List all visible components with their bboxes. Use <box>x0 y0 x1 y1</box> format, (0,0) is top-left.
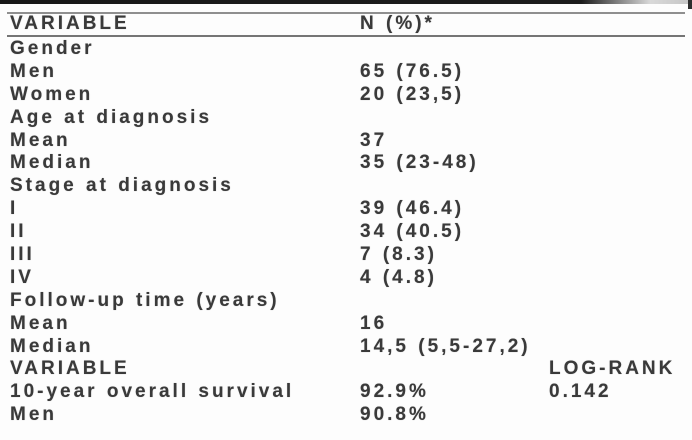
variable-cell: Mean <box>10 312 71 334</box>
table-row: Men 90.8% <box>0 404 692 427</box>
value-cell: 39 (46.4) <box>360 198 465 220</box>
table-header-row: VARIABLE N (%)* <box>0 13 692 35</box>
variable-cell: Stage at diagnosis <box>10 175 234 197</box>
table-row: Follow-up time (years) <box>0 290 692 313</box>
variable-cell: Median <box>10 335 94 357</box>
table-row: IV 4 (4.8) <box>0 267 692 290</box>
value-cell: 35 (23-48) <box>360 152 479 174</box>
value-cell: 7 (8.3) <box>360 244 437 266</box>
table-row: II 34 (40.5) <box>0 221 692 244</box>
value-cell: 16 <box>360 312 388 334</box>
variable-cell: Men <box>10 60 57 82</box>
value-cell: 34 (40.5) <box>360 221 465 243</box>
value-cell: 92.9% <box>360 381 429 403</box>
logrank-cell: LOG-RANK <box>549 358 676 380</box>
table-row: III 7 (8.3) <box>0 244 692 267</box>
table-row: Age at diagnosis <box>0 107 692 130</box>
table-row: Median 35 (23-48) <box>0 152 692 175</box>
variable-cell: Median <box>10 152 94 174</box>
value-cell: 20 (23,5) <box>360 83 465 105</box>
header-n-percent-label: N (%)* <box>360 13 435 34</box>
value-cell: 37 <box>360 129 388 151</box>
variable-cell: I <box>10 198 19 220</box>
variable-cell: Men <box>10 404 57 426</box>
table-row: 10-year overall survival 92.9% 0.142 <box>0 381 692 404</box>
value-cell: 90.8% <box>360 404 429 426</box>
value-cell: 65 (76.5) <box>360 60 465 82</box>
variable-cell: II <box>10 221 27 243</box>
table-row: Mean 37 <box>0 130 692 153</box>
variable-cell: III <box>10 244 35 266</box>
variable-cell: 10-year overall survival <box>10 381 295 403</box>
scan-top-edge-artifact <box>0 0 692 4</box>
variable-cell: IV <box>10 266 34 288</box>
table-row: Women 20 (23,5) <box>0 84 692 107</box>
table-row: Mean 16 <box>0 313 692 336</box>
table-row: Median 14,5 (5,5-27,2) <box>0 336 692 359</box>
variable-cell: VARIABLE <box>10 358 130 380</box>
scan-corner-artifact <box>688 0 692 9</box>
variable-cell: Age at diagnosis <box>10 106 213 128</box>
variable-cell: Women <box>10 83 94 105</box>
table-row: I 39 (46.4) <box>0 198 692 221</box>
value-cell: 4 (4.8) <box>360 266 437 288</box>
value-cell: 14,5 (5,5-27,2) <box>360 335 531 357</box>
variable-cell: Gender <box>10 38 95 59</box>
variable-cell: Mean <box>10 129 71 151</box>
table-body: Gender Men 65 (76.5) Women 20 (23,5) Age… <box>0 38 692 427</box>
table-rule-header-bottom <box>7 35 685 37</box>
header-variable-label: VARIABLE <box>10 13 130 34</box>
table-row: VARIABLE LOG-RANK <box>0 358 692 381</box>
table-row: Gender <box>0 38 692 61</box>
variable-cell: Follow-up time (years) <box>10 289 280 311</box>
table-row: Stage at diagnosis <box>0 175 692 198</box>
table-row: Men 65 (76.5) <box>0 61 692 84</box>
logrank-cell: 0.142 <box>549 381 612 403</box>
table-rule-top <box>7 12 685 14</box>
